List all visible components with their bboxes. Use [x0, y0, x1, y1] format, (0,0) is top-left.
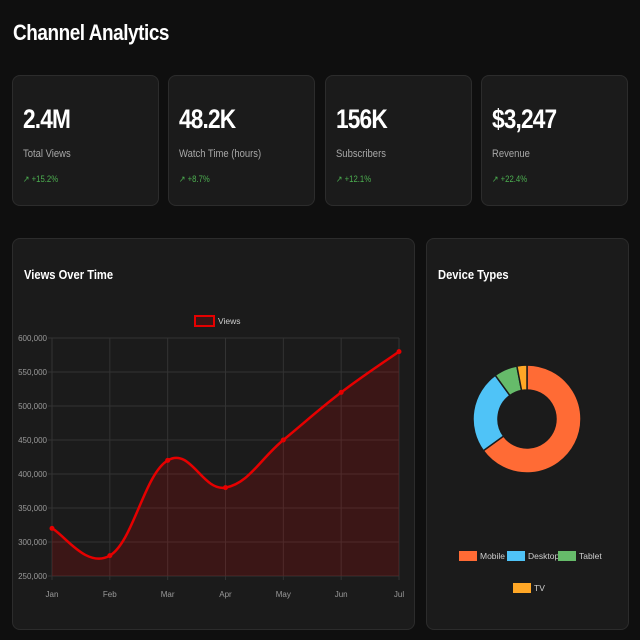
stat-value: 48.2K — [179, 104, 236, 134]
stat-change: ↗ +22.4% — [492, 174, 528, 184]
stat-label: Watch Time (hours) — [179, 148, 262, 160]
x-tick-label: Jul — [394, 590, 404, 599]
y-tick-label: 250,000 — [18, 572, 47, 581]
stat-card-revenue: $3,247 Revenue ↗ +22.4% — [481, 75, 628, 206]
x-tick-label: Mar — [161, 590, 175, 599]
stat-value: 2.4M — [23, 104, 71, 134]
views-data-point — [165, 457, 171, 463]
x-tick-label: Apr — [219, 590, 232, 599]
stat-card-total-views: 2.4M Total Views ↗ +15.2% — [12, 75, 159, 206]
stat-change: ↗ +8.7% — [179, 174, 210, 184]
legend-swatch-views — [194, 315, 215, 327]
stat-label: Total Views — [23, 148, 71, 160]
x-tick-label: Jun — [335, 590, 348, 599]
x-tick-label: Feb — [103, 590, 117, 599]
x-tick-label: May — [276, 590, 291, 599]
stat-change: ↗ +15.2% — [23, 174, 59, 184]
views-data-point — [338, 389, 344, 395]
views-data-point — [49, 525, 55, 531]
stat-card-subscribers: 156K Subscribers ↗ +12.1% — [325, 75, 472, 206]
y-tick-label: 600,000 — [18, 334, 47, 343]
y-tick-label: 550,000 — [18, 368, 47, 377]
y-tick-label: 450,000 — [18, 436, 47, 445]
page-title: Channel Analytics — [13, 20, 170, 45]
stat-label: Revenue — [492, 148, 530, 160]
views-data-point — [280, 437, 286, 443]
views-data-point — [396, 349, 402, 355]
stat-label: Subscribers — [336, 148, 386, 160]
stat-card-watch-time: 48.2K Watch Time (hours) ↗ +8.7% — [168, 75, 315, 206]
panel-title: Views Over Time — [24, 267, 114, 282]
stat-value: $3,247 — [492, 104, 557, 134]
y-tick-label: 500,000 — [18, 402, 47, 411]
legend-label-views: Views — [218, 316, 241, 326]
stat-change: ↗ +12.1% — [336, 174, 372, 184]
y-tick-label: 400,000 — [18, 470, 47, 479]
panel-title: Device Types — [438, 267, 509, 282]
x-tick-label: Jan — [46, 590, 59, 599]
y-tick-label: 300,000 — [18, 538, 47, 547]
stat-value: 156K — [336, 104, 388, 134]
y-tick-label: 350,000 — [18, 504, 47, 513]
views-area-fill — [52, 351, 399, 576]
views-data-point — [107, 553, 113, 559]
views-over-time-panel: Views Over Time — [12, 238, 415, 630]
views-data-point — [223, 485, 228, 491]
